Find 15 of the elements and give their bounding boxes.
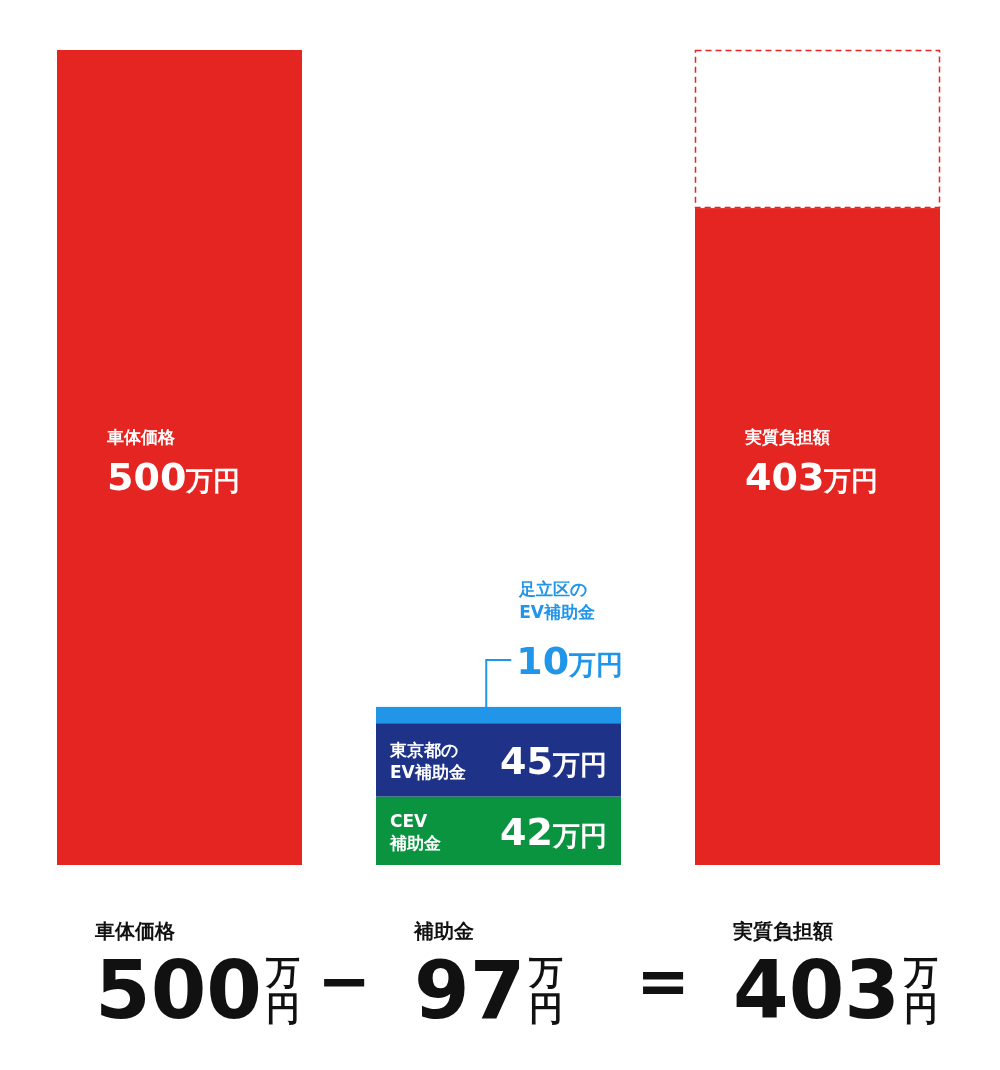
data-label: 42万円 xyxy=(500,809,607,854)
text: = xyxy=(636,944,690,1018)
data-label: 10万円 xyxy=(516,639,624,683)
series-label: CEV 補助金 xyxy=(389,810,441,853)
text: − xyxy=(317,944,371,1018)
series-label: 東京都の EV補助金 xyxy=(389,739,466,782)
x-tick-label: 実質負担額 xyxy=(732,919,833,943)
data-label: 403万円 xyxy=(745,454,879,499)
series-label: 実質負担額 xyxy=(744,426,830,447)
data-label: 45万円 xyxy=(500,738,607,783)
x-tick-label: 補助金 xyxy=(413,919,474,943)
x-tick-label: 車体価格 xyxy=(94,919,176,943)
series-label: 車体価格 xyxy=(106,426,176,447)
text: 足立区の EV補助金 xyxy=(518,579,596,622)
data-label: 500万円 xyxy=(107,454,241,499)
